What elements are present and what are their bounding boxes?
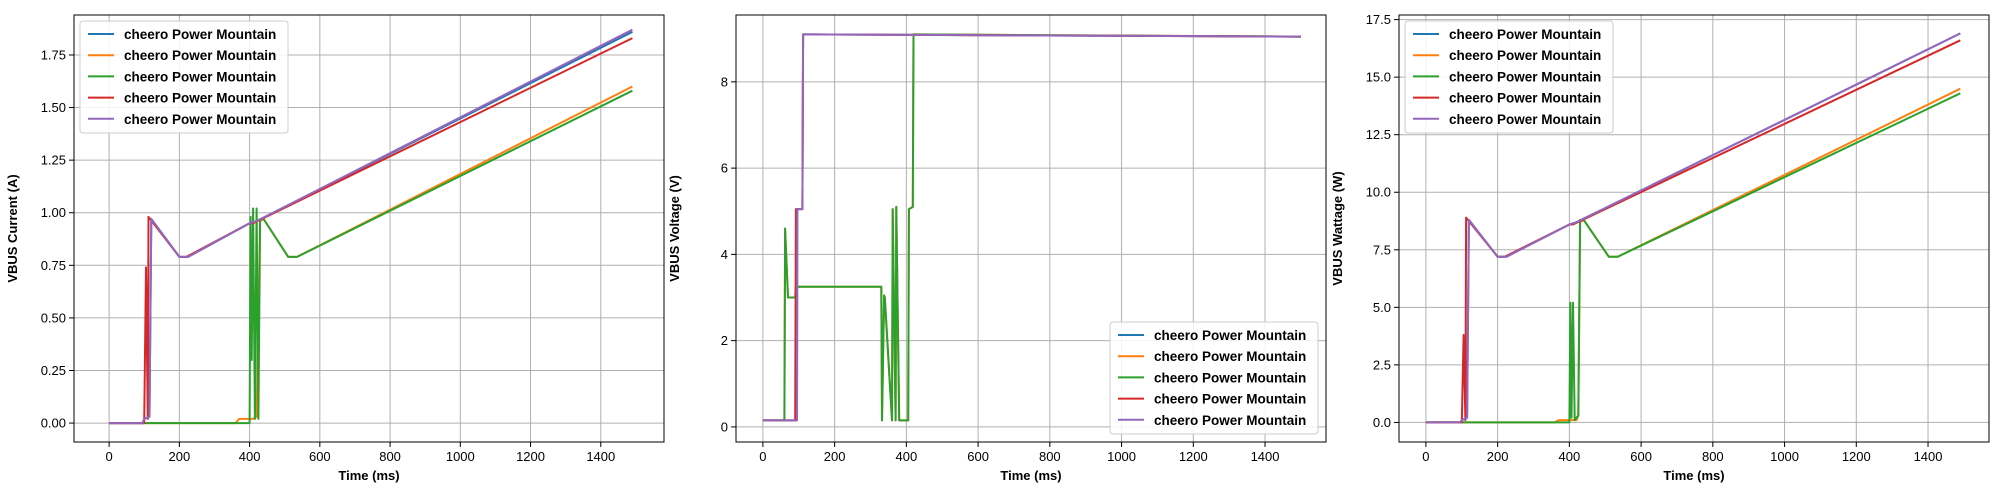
series-line-green	[1425, 92, 1961, 424]
y-tick-label: 1.50	[41, 100, 66, 115]
x-axis-label: Time (ms)	[1663, 468, 1724, 483]
y-tick-label: 0.00	[41, 416, 66, 431]
x-tick-label: 1200	[1842, 449, 1871, 464]
y-tick-label: 0.0	[1373, 415, 1391, 430]
legend-label: cheero Power Mountain	[1449, 91, 1601, 106]
x-axis-label: Time (ms)	[338, 468, 399, 483]
x-tick-label: 600	[309, 449, 331, 464]
legend-label: cheero Power Mountain	[1449, 48, 1601, 63]
legend-label: cheero Power Mountain	[124, 27, 276, 42]
legend-label: cheero Power Mountain	[124, 112, 276, 127]
y-axis-label: VBUS Current (A)	[5, 174, 20, 282]
x-tick-label: 1200	[1179, 449, 1208, 464]
x-tick-label: 1400	[1251, 449, 1280, 464]
x-tick-label: 1000	[446, 449, 475, 464]
x-tick-label: 0	[1422, 449, 1429, 464]
x-tick-label: 1400	[1914, 449, 1943, 464]
legend-label: cheero Power Mountain	[1449, 112, 1601, 127]
x-tick-label: 1000	[1770, 449, 1799, 464]
y-tick-label: 1.00	[41, 205, 66, 220]
legend-label: cheero Power Mountain	[1154, 328, 1306, 343]
series-line-green	[762, 33, 1301, 422]
x-tick-label: 0	[759, 449, 766, 464]
y-tick-label: 0	[721, 419, 728, 434]
y-tick-label: 7.5	[1373, 242, 1391, 257]
y-tick-label: 1.25	[41, 153, 66, 168]
x-tick-label: 600	[1630, 449, 1652, 464]
legend-label: cheero Power Mountain	[1154, 392, 1306, 407]
y-tick-label: 0.50	[41, 310, 66, 325]
y-tick-label: 10.0	[1366, 185, 1391, 200]
legend-label: cheero Power Mountain	[124, 48, 276, 63]
x-axis-label: Time (ms)	[1000, 468, 1061, 483]
legend: cheero Power Mountain cheero Power Mounta…	[1109, 321, 1319, 435]
legend-label: cheero Power Mountain	[1154, 349, 1306, 364]
x-tick-label: 200	[169, 449, 191, 464]
x-tick-label: 200	[824, 449, 846, 464]
current-chart: 0 200 400 600 800 1000 1200 1400 0.00 0.25 0.50 0.7…	[5, 14, 665, 483]
y-tick-label: 1.75	[41, 47, 66, 62]
y-tick-label: 12.5	[1366, 127, 1391, 142]
series-line-purple	[762, 33, 1301, 422]
series-line-green	[109, 89, 633, 425]
y-tick-label: 5.0	[1373, 300, 1391, 315]
x-tick-label: 600	[967, 449, 989, 464]
y-tick-label: 2	[721, 333, 728, 348]
x-tick-label: 0	[106, 449, 113, 464]
x-tick-label: 400	[1559, 449, 1581, 464]
plot-frame	[735, 14, 1327, 443]
legend-label: cheero Power Mountain	[124, 69, 276, 84]
series-line-orange	[109, 85, 633, 425]
x-tick-label: 1400	[586, 449, 615, 464]
x-tick-label: 400	[896, 449, 918, 464]
x-tick-label: 800	[1039, 449, 1061, 464]
legend-label: cheero Power Mountain	[1449, 69, 1601, 84]
x-tick-label: 1000	[1107, 449, 1136, 464]
y-tick-label: 0.75	[41, 258, 66, 273]
x-tick-label: 800	[1702, 449, 1724, 464]
x-tick-label: 1200	[516, 449, 545, 464]
y-axis-label: VBUS Voltage (V)	[667, 175, 682, 282]
plot-frame	[1398, 14, 1990, 443]
plot-frame	[73, 14, 665, 443]
y-tick-label: 0.25	[41, 363, 66, 378]
y-tick-label: 17.5	[1366, 12, 1391, 27]
y-tick-label: 6	[721, 161, 728, 176]
y-tick-label: 8	[721, 74, 728, 89]
y-axis-label: VBUS Wattage (W)	[1330, 171, 1345, 285]
legend: cheero Power Mountain cheero Power Mounta…	[1404, 20, 1614, 134]
y-tick-label: 2.5	[1373, 357, 1391, 372]
x-tick-label: 400	[239, 449, 261, 464]
series-line-purple	[109, 28, 633, 425]
legend-label: cheero Power Mountain	[1449, 27, 1601, 42]
x-tick-label: 800	[379, 449, 401, 464]
wattage-chart: 0 200 400 600 800 1000 1200 1400 0.0 2.5 5.0 7.5 10.…	[1330, 12, 1990, 483]
x-tick-label: 200	[1487, 449, 1509, 464]
y-tick-label: 4	[721, 247, 728, 262]
y-tick-label: 15.0	[1366, 70, 1391, 85]
voltage-chart: 0 200 400 600 800 1000 1200 1400 0 2 4 6 8 Time (ms) V…	[667, 14, 1327, 483]
series-line-purple	[1425, 32, 1961, 424]
legend-label: cheero Power Mountain	[1154, 413, 1306, 428]
legend-label: cheero Power Mountain	[1154, 370, 1306, 385]
legend-label: cheero Power Mountain	[124, 91, 276, 106]
legend: cheero Power Mountain cheero Power Mounta…	[79, 20, 289, 134]
